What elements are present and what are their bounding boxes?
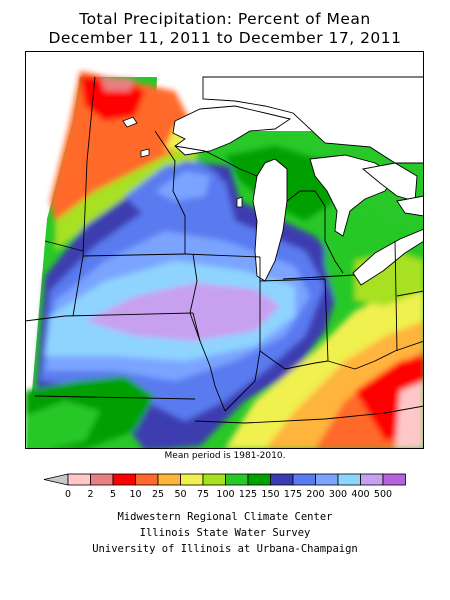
legend-swatch — [270, 473, 294, 486]
legend-tick-label: 150 — [261, 489, 279, 500]
legend: 0 2 5 10 25 50 75 100 125 150 175 200 300 400 500 — [40, 470, 420, 502]
lake-michigan — [252, 158, 288, 282]
legend-tick-label: 400 — [351, 489, 369, 500]
legend-swatch — [135, 473, 159, 486]
legend-tick-label: 10 — [129, 489, 141, 500]
precip-zone-lime-southwest — [25, 401, 100, 449]
precip-zone-pink-southeast — [395, 381, 424, 449]
legend-swatch — [225, 473, 249, 486]
legend-swatch — [67, 473, 91, 486]
legend-tick-label: 5 — [110, 489, 116, 500]
lake-superior — [172, 105, 292, 156]
precip-zone-sky-north — [155, 171, 210, 201]
legend-swatch — [360, 473, 384, 486]
canada-north — [202, 76, 424, 164]
small-lake — [140, 148, 150, 158]
legend-tick-label: 0 — [65, 489, 71, 500]
mean-period-note: Mean period is 1981-2010. — [164, 451, 286, 461]
legend-swatch — [202, 473, 226, 486]
map-subtitle: December 11, 2011 to December 17, 2011 — [48, 29, 402, 47]
lake-ontario — [396, 195, 424, 217]
lake-winnebago — [236, 196, 243, 208]
map-title: Total Precipitation: Percent of Mean — [79, 10, 371, 28]
legend-tick-label: 500 — [374, 489, 392, 500]
legend-swatch — [292, 473, 316, 486]
legend-underflow-arrow — [43, 473, 69, 486]
credit-line-3: University of Illinois at Urbana-Champai… — [92, 543, 358, 555]
credit-line-2: Illinois State Water Survey — [139, 527, 311, 539]
legend-swatch — [337, 473, 361, 486]
legend-swatch — [315, 473, 339, 486]
lake-erie — [352, 228, 424, 286]
credit-line-1: Midwestern Regional Climate Center — [117, 511, 333, 523]
map-frame — [25, 51, 424, 449]
legend-tick-label: 200 — [306, 489, 324, 500]
legend-swatch — [180, 473, 204, 486]
legend-swatch — [112, 473, 136, 486]
legend-tick-label: 50 — [174, 489, 186, 500]
legend-tick-label: 2 — [87, 489, 93, 500]
legend-tick-label: 100 — [216, 489, 234, 500]
precip-zone-pink-north — [100, 76, 135, 91]
legend-swatch — [382, 473, 406, 486]
isle-royale — [122, 116, 138, 128]
legend-tick-label: 75 — [197, 489, 209, 500]
precipitation-map — [24, 51, 425, 449]
precip-zone-purple — [85, 283, 280, 341]
state-boundaries — [24, 76, 425, 424]
legend-swatch — [90, 473, 114, 486]
legend-swatch — [157, 473, 181, 486]
legend-swatch — [247, 473, 271, 486]
legend-tick-label: 25 — [152, 489, 164, 500]
legend-tick-label: 175 — [284, 489, 302, 500]
legend-tick-label: 125 — [239, 489, 257, 500]
legend-tick-label: 300 — [329, 489, 347, 500]
